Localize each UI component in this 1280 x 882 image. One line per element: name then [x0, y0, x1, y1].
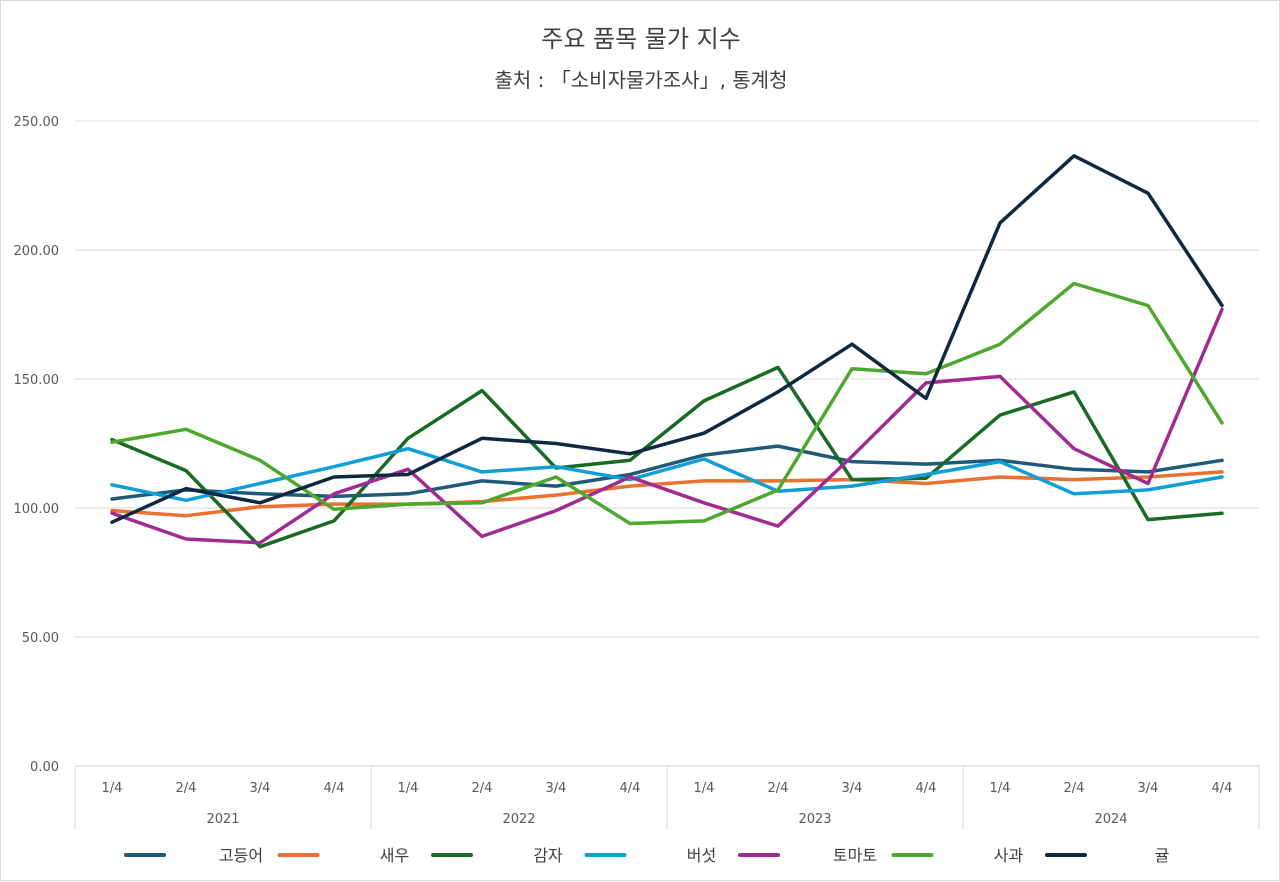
series-line	[110, 365, 1224, 549]
legend: 고등어 새우 감자 버섯 토마토 사과 귤	[124, 846, 1170, 865]
x-tick-label: 3/4	[842, 781, 863, 796]
x-tick-label: 4/4	[324, 781, 345, 796]
x-tick-label: 2/4	[176, 781, 197, 796]
x-group-label: 2024	[1094, 812, 1127, 827]
y-tick-label: 50.00	[22, 631, 59, 646]
series-line	[110, 307, 1224, 545]
series-lines	[110, 154, 1224, 549]
chart-title: 주요 품목 물가 지수	[541, 25, 741, 53]
legend-label: 감자	[533, 846, 563, 865]
y-tick-label: 100.00	[14, 502, 60, 517]
x-axis: 1/4 2/4 3/4 4/4 1/4 2/4 3/4 4/4 1/4 2/4 3/4 4/4 1/4 2…	[74, 766, 1260, 830]
y-tick-label: 200.00	[14, 244, 60, 259]
series-line	[110, 444, 1224, 501]
x-tick-label: 2/4	[768, 781, 789, 796]
chart-subtitle: 출처 : 「소비자물가조사」, 통계청	[495, 68, 788, 92]
y-tick-label: 250.00	[14, 115, 60, 130]
x-group-label: 2023	[798, 812, 831, 827]
y-tick-label: 150.00	[14, 373, 60, 388]
x-tick-label: 4/4	[1212, 781, 1233, 796]
x-tick-label: 3/4	[250, 781, 271, 796]
x-tick-label: 2/4	[1064, 781, 1085, 796]
series-line	[110, 154, 1224, 524]
x-tick-label: 3/4	[546, 781, 567, 796]
legend-label: 버섯	[687, 846, 716, 865]
y-tick-label: 0.00	[30, 760, 59, 775]
x-tick-label: 2/4	[472, 781, 493, 796]
legend-label: 사과	[994, 846, 1024, 865]
legend-label: 고등어	[219, 846, 263, 865]
series-line	[110, 446, 1224, 503]
x-tick-label: 4/4	[916, 781, 937, 796]
x-tick-label: 1/4	[694, 781, 715, 796]
x-tick-label: 3/4	[1138, 781, 1159, 796]
x-tick-label: 4/4	[620, 781, 641, 796]
x-group-label: 2021	[206, 812, 239, 827]
x-tick-label: 1/4	[398, 781, 419, 796]
x-tick-label: 1/4	[990, 781, 1011, 796]
series-line	[110, 281, 1224, 526]
legend-label: 새우	[380, 846, 409, 865]
x-group-label: 2022	[502, 812, 535, 827]
x-tick-label: 1/4	[102, 781, 123, 796]
legend-label: 토마토	[833, 846, 877, 865]
legend-label: 귤	[1155, 846, 1170, 865]
